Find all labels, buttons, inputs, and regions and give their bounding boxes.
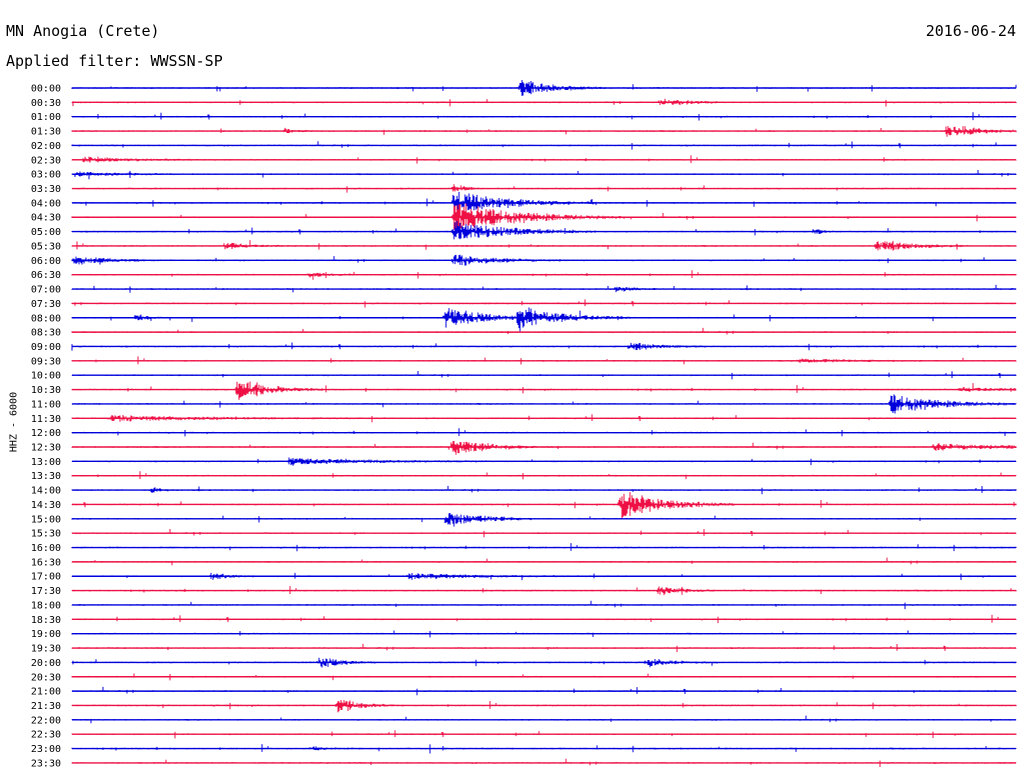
row-time-label: 13:30	[31, 471, 61, 482]
row-time-label: 16:30	[31, 557, 61, 568]
row-time-label: 15:30	[31, 529, 61, 540]
row-time-label: 03:00	[31, 170, 61, 181]
trace-row	[71, 492, 1017, 520]
trace-row	[71, 513, 1017, 527]
row-time-label: 11:30	[31, 414, 61, 425]
row-time-label: 17:30	[31, 586, 61, 597]
trace-row	[71, 381, 1017, 400]
row-time-label: 17:00	[31, 572, 61, 583]
row-time-label: 07:00	[31, 285, 61, 296]
trace-row	[71, 327, 1017, 335]
row-time-label: 20:00	[31, 658, 61, 669]
row-time-label: 04:30	[31, 213, 61, 224]
row-time-label: 23:30	[31, 758, 61, 769]
row-time-label: 14:30	[31, 500, 61, 511]
row-labels: 00:00 00:30 01:00 01:30 02:00 02:30 03:00 03:30…	[31, 84, 61, 770]
row-time-label: 06:30	[31, 270, 61, 281]
row-time-label: 23:00	[31, 744, 61, 755]
trace-row	[71, 700, 1017, 713]
row-time-label: 21:30	[31, 701, 61, 712]
row-time-label: 05:00	[31, 227, 61, 238]
row-time-label: 00:00	[31, 84, 61, 95]
row-time-label: 20:30	[31, 672, 61, 683]
row-time-label: 10:00	[31, 371, 61, 382]
row-time-label: 06:00	[31, 256, 61, 267]
row-time-label: 15:00	[31, 514, 61, 525]
row-time-label: 22:00	[31, 715, 61, 726]
row-time-label: 05:30	[31, 241, 61, 252]
row-time-label: 13:00	[31, 457, 61, 468]
row-time-label: 22:30	[31, 730, 61, 741]
row-time-label: 12:00	[31, 428, 61, 439]
row-time-label: 19:00	[31, 629, 61, 640]
row-time-label: 11:00	[31, 399, 61, 410]
row-time-label: 03:30	[31, 184, 61, 195]
row-time-label: 01:30	[31, 127, 61, 138]
row-time-label: 01:00	[31, 112, 61, 123]
row-time-label: 21:00	[31, 687, 61, 698]
row-time-label: 07:30	[31, 299, 61, 310]
row-time-label: 08:30	[31, 328, 61, 339]
row-time-label: 02:00	[31, 141, 61, 152]
station-title: MN Anogia (Crete)	[6, 22, 160, 40]
row-time-label: 04:00	[31, 198, 61, 209]
row-time-label: 08:00	[31, 313, 61, 324]
row-time-label: 18:00	[31, 600, 61, 611]
row-time-label: 00:30	[31, 98, 61, 109]
row-time-label: 14:00	[31, 486, 61, 497]
row-time-label: 16:00	[31, 543, 61, 554]
row-time-label: 09:00	[31, 342, 61, 353]
trace-row	[71, 307, 1017, 332]
trace-rows	[71, 79, 1017, 768]
row-time-label: 02:30	[31, 155, 61, 166]
row-time-label: 12:30	[31, 443, 61, 454]
trace-row	[71, 221, 1017, 240]
row-time-label: 18:30	[31, 615, 61, 626]
row-time-label: 09:30	[31, 356, 61, 367]
filter-label: Applied filter: WWSSN-SP	[6, 52, 223, 70]
row-time-label: 19:30	[31, 644, 61, 655]
row-time-label: 10:30	[31, 385, 61, 396]
record-date: 2016-06-24	[925, 22, 1016, 40]
trace-row	[71, 441, 1017, 455]
